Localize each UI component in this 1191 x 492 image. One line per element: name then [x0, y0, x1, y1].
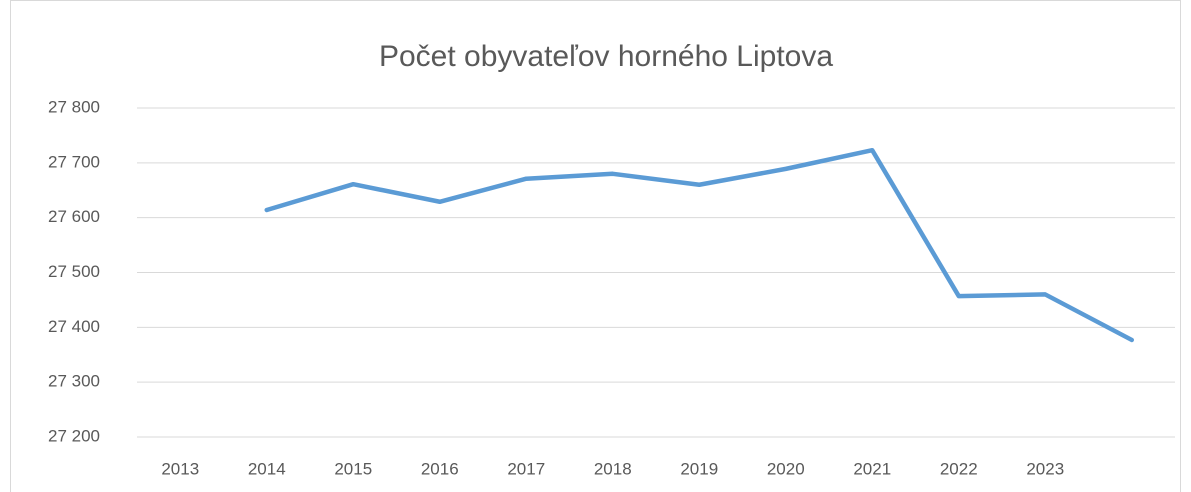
y-tick-label: 27 600	[48, 207, 100, 226]
x-tick-label: 2013	[161, 459, 199, 478]
data-line	[264, 147, 1134, 343]
x-tick-label: 2020	[767, 459, 805, 478]
y-tick-label: 27 400	[48, 317, 100, 336]
x-tick-label: 2021	[853, 459, 891, 478]
x-tick-label: 2016	[421, 459, 459, 478]
y-tick-label: 27 200	[48, 426, 100, 445]
y-tick-label: 27 700	[48, 152, 100, 171]
x-tick-label: 2019	[680, 459, 718, 478]
y-tick-label: 27 800	[48, 97, 100, 116]
x-tick-label: 2022	[940, 459, 978, 478]
chart-border	[10, 0, 1181, 492]
x-tick-label: 2014	[248, 459, 286, 478]
x-tick-label: 2017	[507, 459, 545, 478]
x-tick-label: 2018	[594, 459, 632, 478]
y-tick-label: 27 500	[48, 262, 100, 281]
y-tick-label: 27 300	[48, 372, 100, 391]
x-tick-label: 2015	[334, 459, 372, 478]
x-tick-label: 2023	[1026, 459, 1064, 478]
chart-title: Počet obyvateľov horného Liptova	[379, 40, 833, 73]
